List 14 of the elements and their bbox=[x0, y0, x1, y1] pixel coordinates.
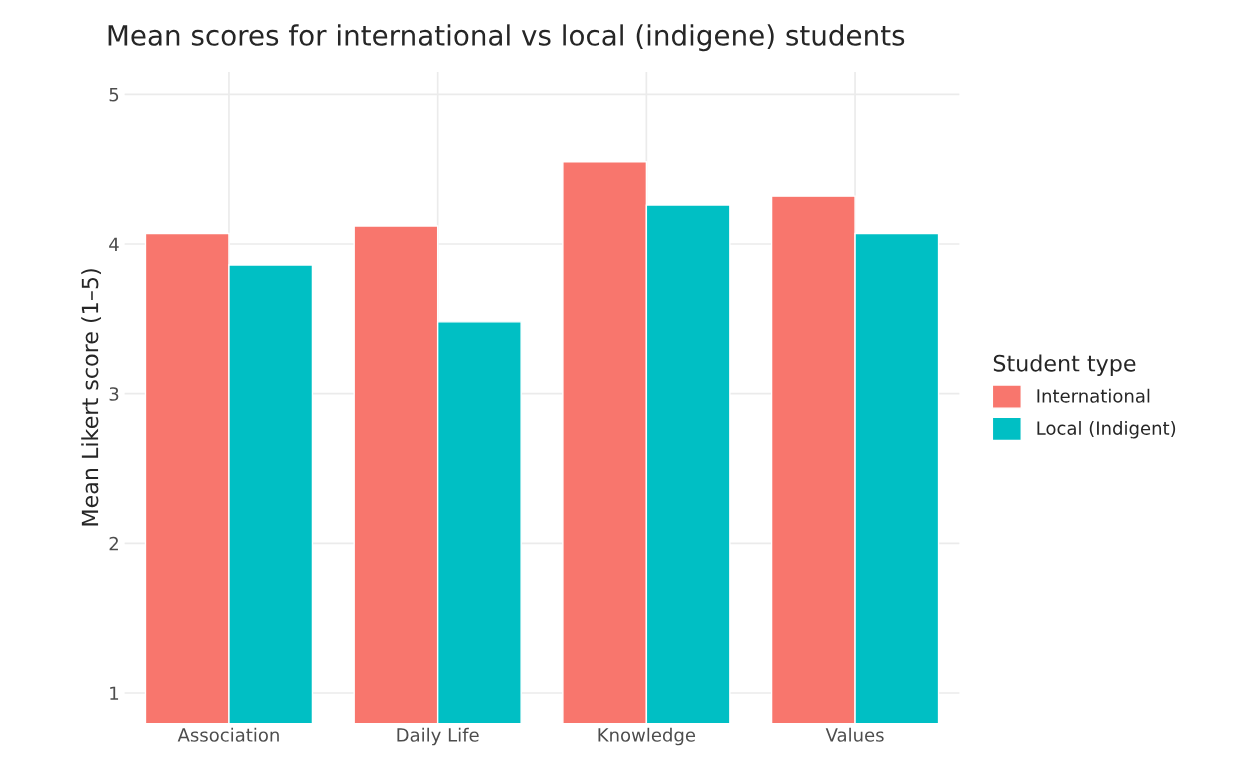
y-tick-label: 5 bbox=[109, 88, 119, 102]
y-tick-label: 4 bbox=[109, 237, 119, 251]
y-tick-label: 3 bbox=[109, 387, 119, 401]
y-axis-title: Mean Likert score (1–5) bbox=[81, 269, 101, 526]
legend-label: International bbox=[1037, 388, 1150, 403]
x-tick-label: Daily Life bbox=[397, 727, 479, 746]
x-tick-label: Values bbox=[825, 727, 884, 742]
x-tick-label: Knowledge bbox=[598, 727, 696, 746]
chart-title: Mean scores for international vs local (indigene) students bbox=[108, 24, 905, 52]
y-tick-label: 2 bbox=[109, 536, 118, 551]
legend-title: Student type bbox=[993, 354, 1136, 376]
legend-label: Local (Indigent) bbox=[1037, 421, 1176, 439]
x-tick-label: Association bbox=[177, 727, 279, 742]
y-tick-label: 1 bbox=[110, 686, 119, 700]
